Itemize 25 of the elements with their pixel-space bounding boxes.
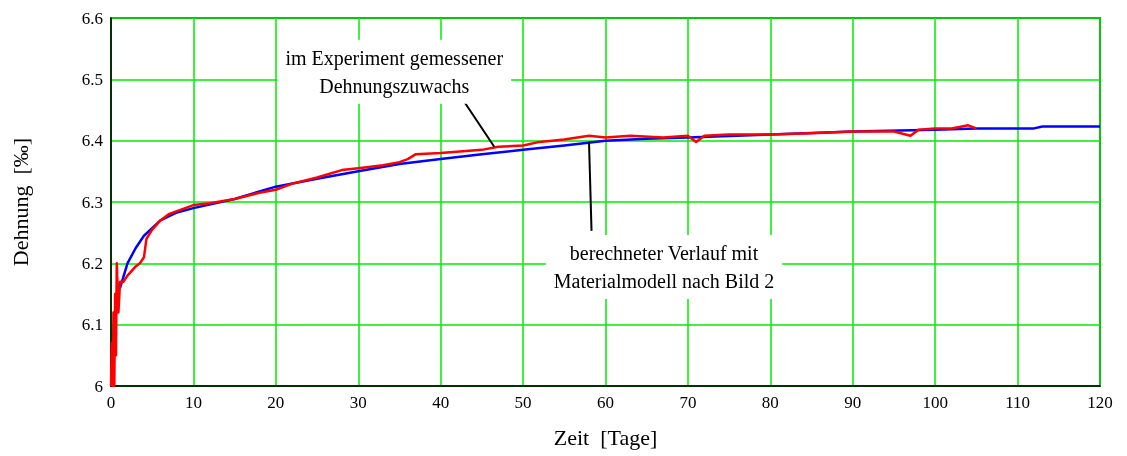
x-tick-label: 20	[267, 393, 285, 412]
y-tick-label: 6.5	[81, 69, 103, 89]
y-tick-label: 6.1	[81, 315, 103, 335]
x-tick-label: 40	[432, 393, 450, 412]
x-tick-label: 30	[349, 393, 367, 412]
x-tick-label: 10	[184, 393, 202, 412]
x-tick-label: 100	[922, 393, 948, 412]
y-tick-label: 6.4	[81, 131, 104, 151]
y-tick-label: 6.3	[81, 192, 103, 212]
y-tick-label: 6	[94, 376, 103, 396]
x-tick-label: 60	[597, 393, 614, 412]
x-tick-label: 50	[514, 393, 532, 412]
y-axis-title: Dehnung [‰]	[7, 137, 33, 267]
line-series	[109, 124, 978, 388]
x-tick-label: 110	[1005, 393, 1031, 412]
x-tick-label: 120	[1087, 393, 1113, 412]
annotation: im Experiment gemessener Dehnungszuwachs	[285, 46, 504, 98]
x-axis-title: Zeit [Tage]	[553, 424, 658, 450]
x-tick-label: 0	[106, 393, 116, 412]
x-tick-label: 90	[844, 393, 862, 412]
y-tick-label: 6.6	[81, 8, 103, 28]
annotation: berechneter Verlauf mit Materialmodell nach Bild 2	[553, 241, 775, 292]
x-tick-label: 70	[679, 393, 697, 412]
y-tick-label: 6.2	[81, 253, 103, 273]
x-tick-label: 80	[761, 393, 779, 412]
